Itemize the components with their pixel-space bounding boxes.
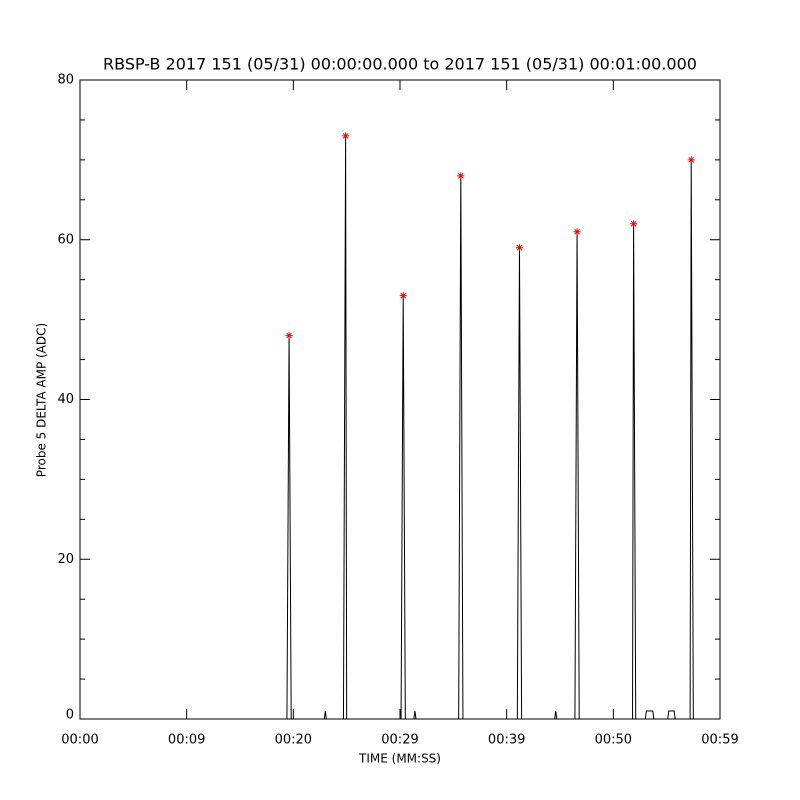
peak-marker xyxy=(515,244,523,252)
x-tick-label: 00:09 xyxy=(168,733,205,748)
peak-marker xyxy=(399,292,407,300)
y-tick-label: 20 xyxy=(57,552,74,567)
x-tick-label: 00:29 xyxy=(381,733,418,748)
x-tick-label: 00:00 xyxy=(61,733,98,748)
y-tick-label: 80 xyxy=(57,73,74,88)
peak-marker xyxy=(457,172,465,180)
y-tick-label: 0 xyxy=(66,708,74,723)
y-tick-label: 40 xyxy=(57,392,74,407)
y-axis-label: Probe 5 DELTA AMP (ADC) xyxy=(35,323,49,477)
y-tick-label: 60 xyxy=(57,232,74,247)
x-axis-label: TIME (MM:SS) xyxy=(358,752,441,766)
peak-marker xyxy=(573,228,581,236)
x-tick-label: 00:20 xyxy=(275,733,312,748)
peak-marker xyxy=(687,156,695,164)
peak-marker xyxy=(285,332,293,340)
peak-marker xyxy=(630,220,638,228)
x-tick-label: 00:59 xyxy=(701,733,738,748)
x-tick-label: 00:39 xyxy=(488,733,525,748)
chart-title: RBSP-B 2017 151 (05/31) 00:00:00.000 to … xyxy=(103,55,697,74)
x-tick-label: 00:50 xyxy=(595,733,632,748)
peak-marker xyxy=(342,132,350,140)
data-line xyxy=(80,135,720,720)
